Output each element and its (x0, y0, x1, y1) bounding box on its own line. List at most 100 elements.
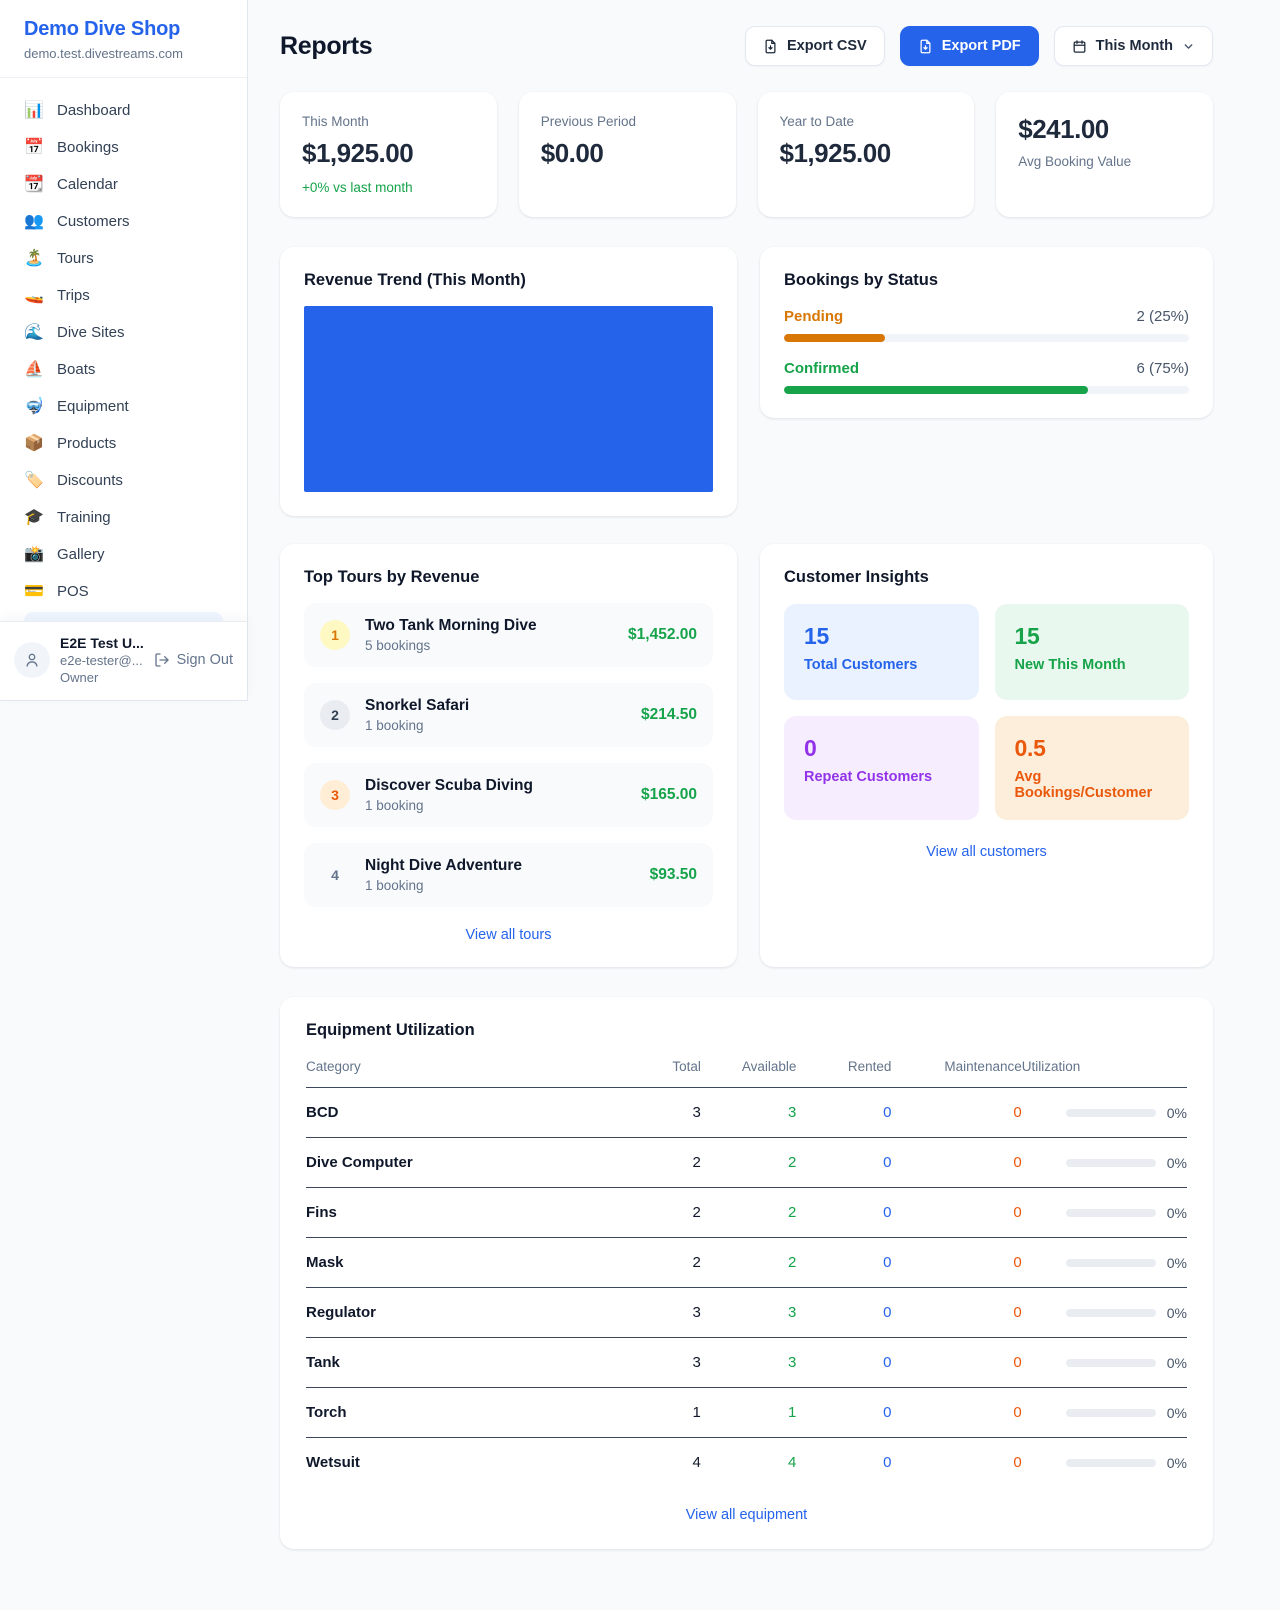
equipment-utilization: 0% (1022, 1088, 1187, 1138)
sidebar-item-products[interactable]: 📦 Products (12, 425, 235, 462)
utilization-percent: 0% (1166, 1204, 1187, 1221)
file-download-icon (765, 39, 776, 53)
rank-badge: 1 (320, 620, 350, 650)
credit-card-icon: 💳 (24, 582, 44, 600)
tour-amount: $93.50 (649, 866, 697, 883)
header-actions: Export CSV Export PDF This Month (744, 26, 1213, 66)
equipment-category: Fins (306, 1204, 337, 1221)
equipment-total: 3 (692, 1104, 701, 1121)
sidebar-item-training[interactable]: 🎓 Training (12, 499, 235, 536)
sidebar-item-pos[interactable]: 💳 POS (12, 573, 235, 610)
period-select[interactable]: This Month (1053, 26, 1213, 66)
status-row-pending: Pending 2 (25%) (784, 308, 1189, 342)
equipment-table: Category Total Available Rented Maintena… (306, 1059, 1187, 1487)
sidebar-item-boats[interactable]: ⛵ Boats (12, 351, 235, 388)
file-download-icon (920, 39, 931, 53)
sidebar-item-partial[interactable] (24, 612, 223, 621)
tour-row: 2 Snorkel Safari 1 booking $214.50 (304, 683, 713, 747)
stat-label: Year to Date (779, 114, 855, 129)
utilization-percent: 0% (1166, 1154, 1187, 1171)
status-count: 2 (25%) (1136, 308, 1189, 325)
sidebar-item-equipment[interactable]: 🤿 Equipment (12, 388, 235, 425)
stat-value: $0.00 (540, 138, 604, 168)
tour-name: Discover Scuba Diving (365, 777, 533, 794)
charts-row: Revenue Trend (This Month) Bookings by S… (280, 247, 1213, 516)
calendar-icon: 📆 (24, 175, 44, 193)
stat-card-year-to-date: Year to Date $1,925.00 (757, 92, 975, 217)
view-all-customers-link[interactable]: View all customers (926, 844, 1047, 860)
equipment-rented: 0 (883, 1204, 892, 1221)
bar-chart-icon: 📊 (24, 101, 44, 119)
utilization-bar (1065, 1258, 1156, 1267)
table-row: Dive Computer 2 2 0 0 0% (306, 1138, 1187, 1188)
equipment-available: 2 (788, 1204, 797, 1221)
column-header-category: Category (306, 1059, 361, 1074)
tour-name: Snorkel Safari (365, 697, 470, 714)
equipment-maintenance: 0 (1013, 1104, 1022, 1121)
equipment-maintenance: 0 (1013, 1354, 1022, 1371)
user-email: e2e-tester@... (60, 653, 143, 668)
sidebar-item-bookings[interactable]: 📅 Bookings (12, 129, 235, 166)
equipment-total: 4 (692, 1454, 701, 1471)
utilization-bar (1065, 1358, 1156, 1367)
user-name: E2E Test U... (60, 635, 144, 651)
column-header-available: Available (741, 1059, 797, 1074)
rank-badge: 2 (320, 700, 350, 730)
rank-badge: 4 (331, 867, 339, 883)
sidebar-item-gallery[interactable]: 📸 Gallery (12, 536, 235, 573)
equipment-category: Mask (306, 1254, 344, 1271)
column-header-maintenance: Maintenance (944, 1059, 1022, 1074)
view-all-tours-link[interactable]: View all tours (465, 927, 552, 943)
speedboat-icon: 🚤 (24, 286, 44, 304)
calendar-icon (1073, 39, 1086, 53)
sidebar-item-dive-sites[interactable]: 🌊 Dive Sites (12, 314, 235, 351)
equipment-rented: 0 (883, 1154, 892, 1171)
tour-bookings: 1 booking (365, 878, 424, 893)
insight-label: Avg Bookings/Customer (1014, 769, 1153, 801)
export-csv-button[interactable]: Export CSV (744, 26, 885, 66)
export-pdf-button[interactable]: Export PDF (899, 26, 1039, 66)
sign-out-button[interactable]: Sign Out (154, 652, 233, 668)
brand-domain: demo.test.divestreams.com (24, 46, 183, 61)
brand: Demo Dive Shop demo.test.divestreams.com (0, 0, 247, 78)
user-role: Owner (60, 670, 99, 685)
export-csv-label: Export CSV (786, 38, 867, 54)
person-icon (26, 653, 38, 667)
insight-value: 15 (804, 623, 829, 649)
user-meta: E2E Test U... e2e-tester@... Owner (60, 635, 144, 685)
equipment-available: 2 (788, 1154, 797, 1171)
stat-label: Avg Booking Value (1018, 154, 1132, 169)
equipment-available: 3 (788, 1304, 797, 1321)
equipment-category: Torch (306, 1404, 347, 1421)
utilization-percent: 0% (1166, 1454, 1187, 1471)
tour-bookings: 1 booking (365, 718, 424, 733)
sidebar-item-tours[interactable]: 🏝️ Tours (12, 240, 235, 277)
insight-value: 0 (804, 735, 817, 761)
sidebar-item-trips[interactable]: 🚤 Trips (12, 277, 235, 314)
utilization-bar (1065, 1458, 1156, 1467)
sidebar-item-customers[interactable]: 👥 Customers (12, 203, 235, 240)
rank-badge: 3 (320, 780, 350, 810)
insight-total-customers: 15 Total Customers (784, 604, 979, 700)
tour-row: 1 Two Tank Morning Dive 5 bookings $1,45… (304, 603, 713, 667)
tour-name: Night Dive Adventure (365, 857, 523, 874)
sidebar-item-dashboard[interactable]: 📊 Dashboard (12, 92, 235, 129)
sidebar-item-calendar[interactable]: 📆 Calendar (12, 166, 235, 203)
tour-amount: $214.50 (640, 706, 697, 723)
sidebar-item-label: Boats (57, 361, 96, 378)
brand-name: Demo Dive Shop (24, 18, 181, 40)
utilization-bar (1065, 1408, 1156, 1417)
insight-label: New This Month (1014, 657, 1126, 673)
revenue-trend-card: Revenue Trend (This Month) (280, 247, 737, 516)
island-icon: 🏝️ (24, 249, 44, 267)
equipment-available: 3 (788, 1354, 797, 1371)
stat-value: $241.00 (1018, 114, 1109, 144)
people-icon: 👥 (24, 212, 44, 230)
sidebar-item-discounts[interactable]: 🏷️ Discounts (12, 462, 235, 499)
equipment-rented: 0 (883, 1304, 892, 1321)
user-footer: E2E Test U... e2e-tester@... Owner Sign … (0, 621, 247, 700)
chevron-down-icon (1184, 43, 1193, 49)
stat-value: $1,925.00 (779, 138, 892, 168)
view-all-equipment-link[interactable]: View all equipment (685, 1507, 808, 1523)
equipment-total: 2 (692, 1254, 701, 1271)
